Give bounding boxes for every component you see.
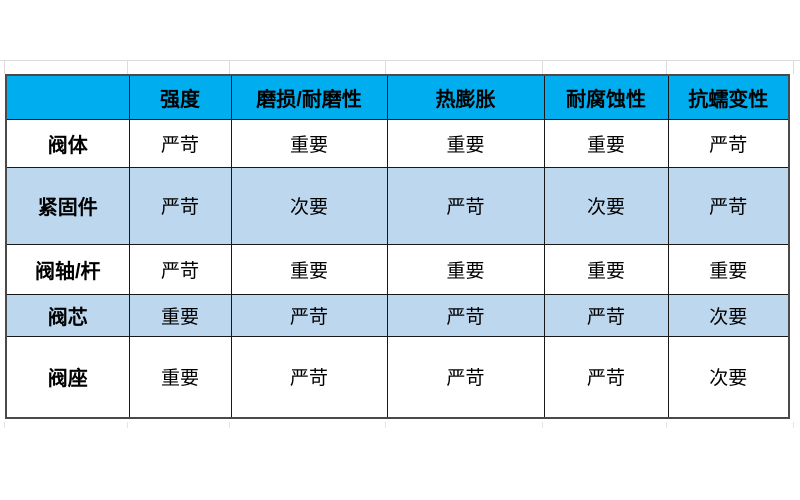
cell: 严苛 (386, 335, 545, 419)
gridline (666, 422, 667, 428)
cell: 重要 (386, 243, 545, 295)
table-row-valve-seat: 阀座 重要 严苛 严苛 严苛 次要 (5, 335, 790, 419)
header-row: 强度 磨损/耐磨性 热膨胀 耐腐蚀性 抗蠕变性 (5, 74, 790, 120)
gridline (229, 61, 230, 74)
gridline (542, 61, 543, 74)
cell: 次要 (543, 166, 669, 245)
cell: 次要 (667, 293, 790, 337)
gridline (666, 61, 667, 74)
cell: 重要 (543, 243, 669, 295)
gridline (385, 61, 386, 74)
corner-cell (5, 74, 130, 120)
cell: 重要 (543, 118, 669, 168)
cell: 次要 (667, 335, 790, 419)
cell: 重要 (386, 118, 545, 168)
row-label: 阀轴/杆 (5, 243, 130, 295)
table-row-fasteners: 紧固件 严苛 次要 严苛 次要 严苛 (5, 166, 790, 245)
cell: 严苛 (386, 293, 545, 337)
cell: 严苛 (230, 335, 388, 419)
row-label: 阀座 (5, 335, 130, 419)
cell: 严苛 (230, 293, 388, 337)
row-label: 阀芯 (5, 293, 130, 337)
gridline (4, 422, 5, 428)
column-header-strength: 强度 (128, 74, 232, 120)
cell: 严苛 (667, 166, 790, 245)
cell: 严苛 (543, 293, 669, 337)
gridline (542, 422, 543, 428)
gridline (229, 422, 230, 428)
cell: 严苛 (386, 166, 545, 245)
valve-material-requirements-table: 强度 磨损/耐磨性 热膨胀 耐腐蚀性 抗蠕变性 阀体 严苛 重要 重要 重要 严… (5, 74, 790, 419)
table-row-valve-stem: 阀轴/杆 严苛 重要 重要 重要 重要 (5, 243, 790, 295)
cell: 重要 (230, 118, 388, 168)
cell: 重要 (128, 293, 232, 337)
cell: 重要 (128, 335, 232, 419)
gridline (127, 61, 128, 74)
table-row-valve-body: 阀体 严苛 重要 重要 重要 严苛 (5, 118, 790, 168)
cell: 重要 (230, 243, 388, 295)
gridline (0, 60, 800, 61)
column-header-wear-resistance: 磨损/耐磨性 (230, 74, 388, 120)
column-header-thermal-expansion: 热膨胀 (386, 74, 545, 120)
gridline (127, 422, 128, 428)
cell: 严苛 (667, 118, 790, 168)
row-label: 阀体 (5, 118, 130, 168)
gridline (385, 422, 386, 428)
column-header-creep-resistance: 抗蠕变性 (667, 74, 790, 120)
cell: 严苛 (543, 335, 669, 419)
cell: 严苛 (128, 243, 232, 295)
column-header-corrosion-resistance: 耐腐蚀性 (543, 74, 669, 120)
cell: 次要 (230, 166, 388, 245)
gridline (793, 422, 794, 428)
cell: 严苛 (128, 118, 232, 168)
row-label: 紧固件 (5, 166, 130, 245)
cell: 严苛 (128, 166, 232, 245)
gridline (793, 61, 794, 74)
table-row-valve-core: 阀芯 重要 严苛 严苛 严苛 次要 (5, 293, 790, 337)
gridline (4, 61, 5, 74)
cell: 重要 (667, 243, 790, 295)
